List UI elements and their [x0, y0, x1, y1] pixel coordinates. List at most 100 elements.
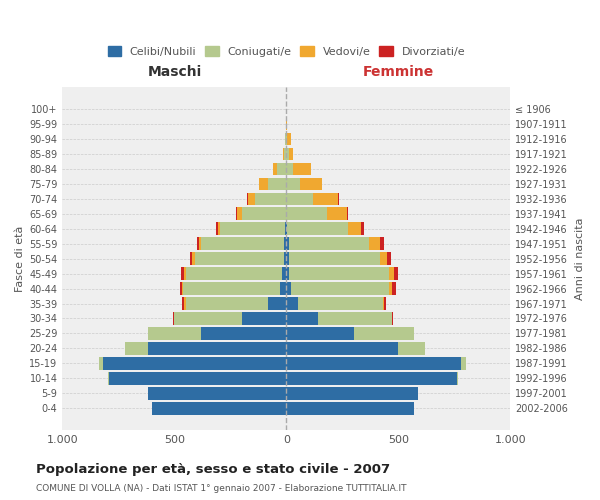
Bar — [286, 342, 398, 354]
Bar — [293, 162, 311, 175]
Bar — [237, 208, 242, 220]
Bar — [286, 162, 293, 175]
Bar — [286, 252, 289, 265]
Bar — [175, 312, 242, 325]
Bar — [185, 268, 282, 280]
Bar — [282, 268, 286, 280]
Bar — [286, 132, 287, 145]
Bar — [201, 327, 286, 340]
Bar — [461, 357, 466, 370]
Bar — [148, 342, 286, 354]
Y-axis label: Anni di nascita: Anni di nascita — [575, 218, 585, 300]
Bar — [286, 282, 291, 295]
Bar — [100, 357, 103, 370]
Bar — [194, 252, 284, 265]
Bar — [286, 238, 289, 250]
Bar — [259, 178, 268, 190]
Bar — [284, 252, 286, 265]
Bar — [326, 208, 347, 220]
Bar — [353, 327, 414, 340]
Bar — [268, 178, 286, 190]
Bar — [248, 192, 255, 205]
Bar — [313, 192, 338, 205]
Bar — [242, 208, 286, 220]
Bar — [201, 238, 284, 250]
Bar — [125, 342, 148, 354]
Bar — [318, 312, 392, 325]
Bar — [384, 297, 386, 310]
Bar — [380, 238, 384, 250]
Bar — [184, 282, 280, 295]
Text: Femmine: Femmine — [363, 65, 434, 79]
Bar — [286, 297, 298, 310]
Bar — [277, 162, 286, 175]
Bar — [218, 222, 220, 235]
Bar — [300, 178, 322, 190]
Bar — [287, 222, 348, 235]
Bar — [286, 327, 353, 340]
Bar — [283, 148, 284, 160]
Text: COMUNE DI VOLLA (NA) - Dati ISTAT 1° gennaio 2007 - Elaborazione TUTTITALIA.IT: COMUNE DI VOLLA (NA) - Dati ISTAT 1° gen… — [36, 484, 407, 493]
Bar — [298, 297, 383, 310]
Bar — [289, 268, 389, 280]
Bar — [180, 282, 182, 295]
Bar — [286, 222, 287, 235]
Bar — [369, 238, 380, 250]
Bar — [286, 312, 318, 325]
Bar — [284, 132, 285, 145]
Text: Popolazione per età, sesso e stato civile - 2007: Popolazione per età, sesso e stato civil… — [36, 462, 390, 475]
Bar — [286, 402, 414, 414]
Bar — [286, 118, 287, 130]
Bar — [291, 282, 389, 295]
Bar — [457, 372, 458, 384]
Bar — [285, 222, 286, 235]
Bar — [273, 162, 277, 175]
Bar — [389, 282, 392, 295]
Bar — [287, 132, 291, 145]
Bar — [268, 297, 286, 310]
Bar — [286, 268, 289, 280]
Bar — [286, 357, 461, 370]
Legend: Celibi/Nubili, Coniugati/e, Vedovi/e, Divorziati/e: Celibi/Nubili, Coniugati/e, Vedovi/e, Di… — [103, 42, 470, 61]
Bar — [383, 297, 384, 310]
Bar — [197, 238, 199, 250]
Bar — [394, 268, 398, 280]
Bar — [387, 252, 391, 265]
Bar — [286, 148, 289, 160]
Bar — [284, 238, 286, 250]
Bar — [199, 238, 201, 250]
Bar — [286, 192, 313, 205]
Bar — [284, 148, 286, 160]
Bar — [103, 357, 286, 370]
Bar — [109, 372, 286, 384]
Bar — [148, 387, 286, 400]
Bar — [286, 372, 457, 384]
Bar — [185, 297, 268, 310]
Bar — [286, 208, 326, 220]
Bar — [182, 297, 184, 310]
Bar — [192, 252, 194, 265]
Bar — [181, 268, 184, 280]
Bar — [348, 222, 361, 235]
Bar — [286, 178, 300, 190]
Bar — [182, 282, 184, 295]
Bar — [190, 252, 192, 265]
Bar — [392, 312, 393, 325]
Bar — [152, 402, 286, 414]
Bar — [255, 192, 286, 205]
Bar — [280, 282, 286, 295]
Bar — [392, 282, 396, 295]
Bar — [286, 387, 418, 400]
Bar — [285, 132, 286, 145]
Bar — [398, 342, 425, 354]
Bar — [236, 208, 237, 220]
Bar — [289, 238, 369, 250]
Text: Maschi: Maschi — [147, 65, 202, 79]
Bar — [173, 312, 175, 325]
Bar — [220, 222, 285, 235]
Bar — [389, 268, 394, 280]
Bar — [289, 148, 293, 160]
Bar — [361, 222, 364, 235]
Bar — [216, 222, 218, 235]
Bar — [242, 312, 286, 325]
